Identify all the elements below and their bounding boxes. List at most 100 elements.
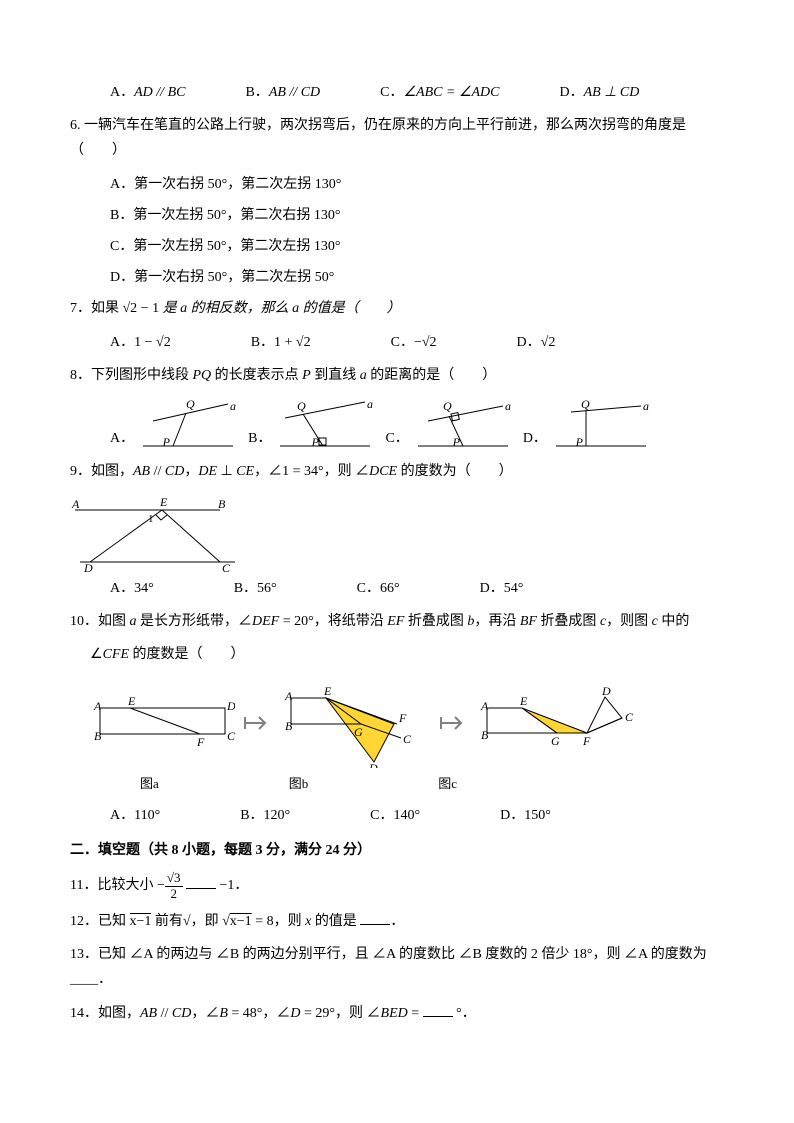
q10-svg-c: A E B G F D C xyxy=(477,683,637,763)
svg-text:Q: Q xyxy=(186,397,195,411)
q13: 13．已知 ∠A 的两边与 ∠B 的两边分别平行，且 ∠A 的度数比 ∠B 度数… xyxy=(70,942,724,992)
q5-opt-b: B．AB // CD xyxy=(245,80,320,105)
q7-a: A．1 − √2 xyxy=(110,330,171,355)
q7-c: C．−√2 xyxy=(391,330,437,355)
q14-text: 14．如图，AB // CD，∠B = 48°，∠D = 29°，则 ∠BED … xyxy=(70,1006,476,1021)
q9-stem: 9．如图，AB // CD，DE ⊥ CE，∠1 = 34°，则 ∠DCE 的度… xyxy=(70,459,724,484)
q9-d: D．54° xyxy=(480,576,524,601)
svg-text:C: C xyxy=(222,561,231,572)
q10-label-c: 图c xyxy=(438,772,457,795)
q5-opt-a: A．AD // BC xyxy=(110,80,185,105)
q5-a-prefix: A． xyxy=(110,85,134,100)
q8-c-label: C． xyxy=(385,426,408,451)
q7-pre: 7．如果 xyxy=(70,301,123,316)
q8-a-label: A． xyxy=(110,426,134,451)
q10-label-b: 图b xyxy=(289,772,309,795)
q10-svg-a: A E D B F C xyxy=(90,688,235,758)
q10-svg-b: A E B G F C D xyxy=(281,678,431,768)
q10-stem2: ∠CFE 的度数是（ ） xyxy=(90,642,724,667)
svg-text:P: P xyxy=(162,435,171,449)
q9-c: C．66° xyxy=(357,576,400,601)
svg-text:Q: Q xyxy=(443,399,452,413)
q5-opt-d: D．AB ⊥ CD xyxy=(560,80,640,105)
q6-a: A．第一次右拐 50°，第二次左拐 130° xyxy=(110,172,724,197)
svg-text:a: a xyxy=(643,399,649,413)
svg-text:a: a xyxy=(367,397,373,411)
svg-text:A: A xyxy=(71,497,80,511)
q11-pre: 11．比较大小 − xyxy=(70,878,165,893)
q5-c-text: ∠ABC = ∠ADC xyxy=(404,85,500,100)
svg-text:A: A xyxy=(93,699,102,713)
q5-d-prefix: D． xyxy=(560,85,584,100)
svg-text:C: C xyxy=(403,732,412,746)
q9-svg: A B E 1 D C xyxy=(70,492,250,572)
svg-text:P: P xyxy=(451,435,460,449)
q5-opt-c: C．∠ABC = ∠ADC xyxy=(380,80,499,105)
svg-text:B: B xyxy=(285,719,293,733)
q8-svg-a: Q a P xyxy=(138,396,238,451)
q8-fig-c: C． Q a P xyxy=(385,396,512,451)
q5-a-text: AD // BC xyxy=(134,85,185,100)
q5-c-prefix: C． xyxy=(380,85,403,100)
q10-stem1: 10．如图 a 是长方形纸带，∠DEF = 20°，将纸带沿 EF 折叠成图 b… xyxy=(70,609,724,634)
svg-text:E: E xyxy=(127,694,136,708)
section2-title: 二．填空题（共 8 小题，每题 3 分，满分 24 分） xyxy=(70,838,724,863)
q6-c: C．第一次左拐 50°，第二次左拐 130° xyxy=(110,234,724,259)
q10-d: D．150° xyxy=(500,803,551,828)
q7-expr: √2 − 1 xyxy=(123,301,160,316)
q11-frac-top: √3 xyxy=(165,871,183,886)
q10-figures: A E D B F C A E B G F C D A E B G F D C xyxy=(90,678,724,768)
q11-blank xyxy=(186,875,216,889)
q8-stem-text: 8．下列图形中线段 PQ 的长度表示点 P 到直线 a 的距离的是（ ） xyxy=(70,368,496,383)
svg-text:E: E xyxy=(519,694,528,708)
q10-a: A．110° xyxy=(110,803,160,828)
svg-text:F: F xyxy=(196,735,205,749)
q9-a: A．34° xyxy=(110,576,154,601)
svg-text:D: D xyxy=(83,561,93,572)
svg-text:1: 1 xyxy=(148,513,154,525)
svg-text:B: B xyxy=(481,728,489,742)
q10-options: A．110° B．120° C．140° D．150° xyxy=(110,803,724,828)
q5-b-text: AB // CD xyxy=(269,85,320,100)
q7-options: A．1 − √2 B．1 + √2 C．−√2 D．√2 xyxy=(110,330,724,355)
svg-text:P: P xyxy=(575,435,584,449)
q9-b: B．56° xyxy=(234,576,277,601)
svg-text:G: G xyxy=(551,734,560,748)
q14: 14．如图，AB // CD，∠B = 48°，∠D = 29°，则 ∠BED … xyxy=(70,1001,724,1026)
q6-stem: 6. 一辆汽车在笔直的公路上行驶，两次拐弯后，仍在原来的方向上平行前进，那么两次… xyxy=(70,113,724,163)
q7-d: D．√2 xyxy=(517,330,556,355)
q5-b-prefix: B． xyxy=(245,85,268,100)
svg-text:Q: Q xyxy=(581,397,590,411)
svg-text:A: A xyxy=(480,699,489,713)
svg-text:B: B xyxy=(94,729,102,743)
q7-b: B．1 + √2 xyxy=(251,330,311,355)
svg-text:G: G xyxy=(354,725,363,739)
q8-svg-d: Q a P xyxy=(551,396,651,451)
q5-options: A．AD // BC B．AB // CD C．∠ABC = ∠ADC D．AB… xyxy=(110,80,724,105)
q8-fig-b: B． Q a P xyxy=(248,396,375,451)
svg-text:a: a xyxy=(505,399,511,413)
svg-text:E: E xyxy=(159,495,168,509)
svg-text:D: D xyxy=(368,761,378,768)
q10-c: C．140° xyxy=(370,803,420,828)
q10-labels: 图a 图b 图c xyxy=(140,772,724,795)
q8-fig-d: D． Q a P xyxy=(523,396,651,451)
svg-text:C: C xyxy=(625,710,634,724)
q8-figures: A． Q a P B． Q a P C． Q a xyxy=(110,396,724,451)
q12-text: 12．已知 x−1 前有√，即 √x−1 = 8，则 x 的值是 ． xyxy=(70,914,404,929)
q8-stem: 8．下列图形中线段 PQ 的长度表示点 P 到直线 a 的距离的是（ ） xyxy=(70,363,724,388)
q11-frac: √32 xyxy=(165,871,183,901)
svg-text:a: a xyxy=(230,399,236,413)
q8-d-label: D． xyxy=(523,426,547,451)
q11: 11．比较大小 −√32 −1． xyxy=(70,871,724,901)
q9-options: A．34° B．56° C．66° D．54° xyxy=(110,576,724,601)
q6-b: B．第一次左拐 50°，第二次右拐 130° xyxy=(110,203,724,228)
q7-post: 是 a 的相反数，那么 a 的值是（ ） xyxy=(159,301,401,316)
q9-figure: A B E 1 D C xyxy=(70,492,724,572)
arrow-icon-2 xyxy=(439,708,469,738)
svg-text:Q: Q xyxy=(297,399,306,413)
q10-label-a: 图a xyxy=(140,772,159,795)
svg-text:A: A xyxy=(284,689,293,703)
q11-frac-bot: 2 xyxy=(165,887,183,901)
arrow-icon xyxy=(243,708,273,738)
